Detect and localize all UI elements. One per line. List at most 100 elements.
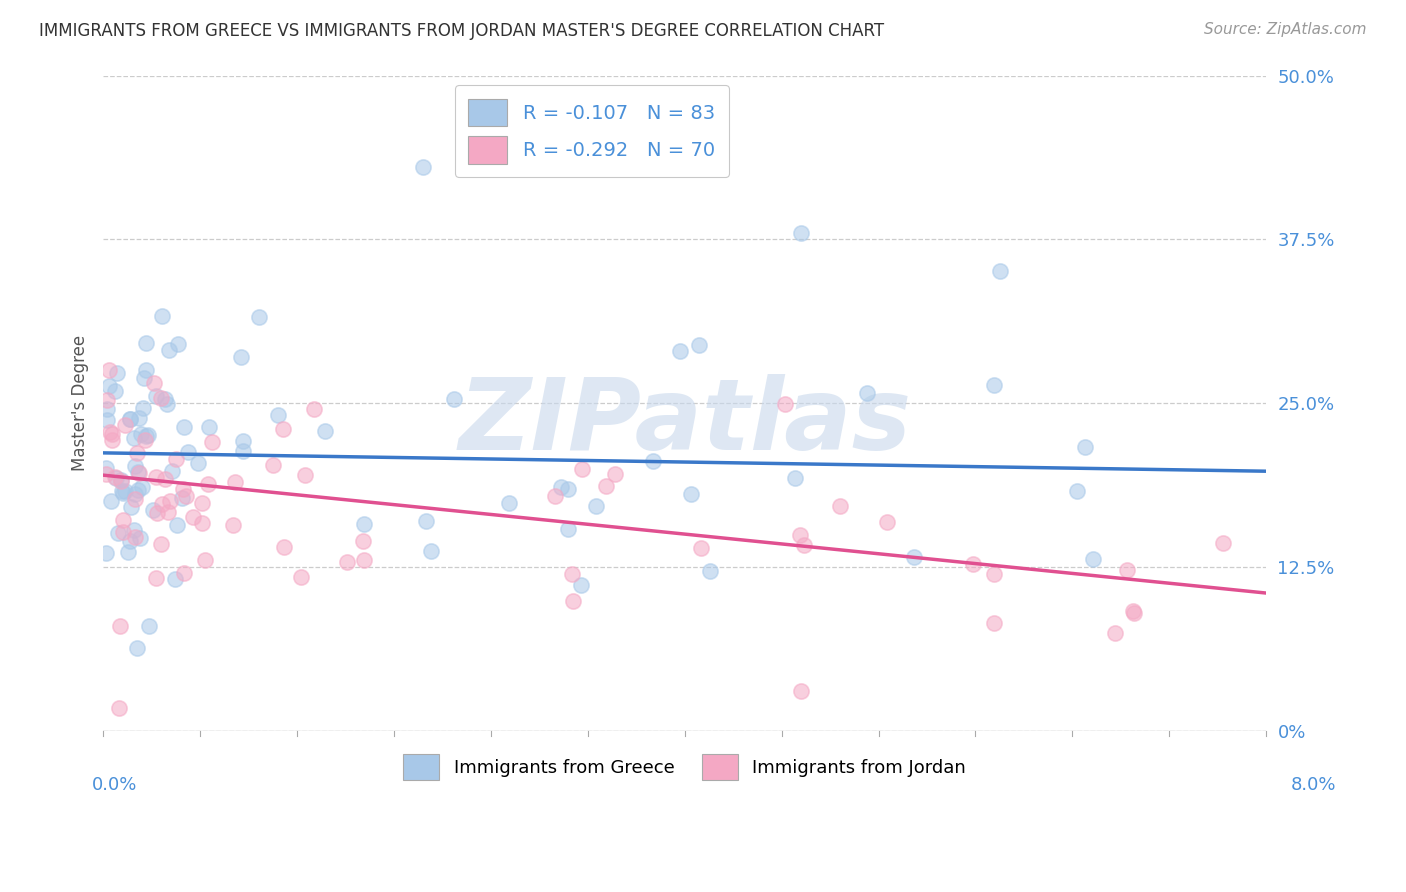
Text: ZIPatlas: ZIPatlas — [458, 375, 911, 471]
Point — [1081, 551, 1104, 566]
Point — [156, 397, 179, 411]
Point — [266, 408, 288, 422]
Y-axis label: Master's Degree: Master's Degree — [72, 335, 89, 471]
Point — [290, 570, 312, 584]
Point — [222, 518, 245, 533]
Point — [114, 417, 136, 432]
Point — [550, 480, 572, 494]
Point — [132, 401, 155, 415]
Point — [224, 475, 246, 490]
Point — [124, 492, 146, 507]
Point — [124, 487, 146, 501]
Point — [149, 391, 172, 405]
Point — [135, 363, 157, 377]
Point — [127, 483, 149, 497]
Point — [138, 619, 160, 633]
Point — [1074, 440, 1097, 454]
Text: 0.0%: 0.0% — [91, 777, 136, 795]
Point — [962, 557, 984, 571]
Point — [101, 427, 124, 442]
Point — [198, 420, 221, 434]
Point — [247, 310, 270, 325]
Point — [129, 426, 152, 441]
Point — [681, 486, 703, 500]
Point — [983, 616, 1005, 631]
Point — [585, 499, 607, 513]
Point — [1122, 606, 1144, 620]
Point — [194, 553, 217, 567]
Point — [135, 336, 157, 351]
Point — [557, 482, 579, 496]
Text: IMMIGRANTS FROM GREECE VS IMMIGRANTS FROM JORDAN MASTER'S DEGREE CORRELATION CHA: IMMIGRANTS FROM GREECE VS IMMIGRANTS FRO… — [39, 22, 884, 40]
Point — [142, 376, 165, 390]
Point — [181, 510, 204, 524]
Point — [569, 578, 592, 592]
Point — [1104, 626, 1126, 640]
Point — [97, 363, 120, 377]
Point — [191, 516, 214, 531]
Point — [314, 424, 336, 438]
Point — [793, 538, 815, 552]
Point — [988, 264, 1011, 278]
Point — [104, 384, 127, 398]
Point — [983, 378, 1005, 392]
Point — [197, 476, 219, 491]
Point — [353, 553, 375, 567]
Point — [150, 310, 173, 324]
Point — [828, 499, 851, 513]
Point — [177, 444, 200, 458]
Point — [229, 351, 252, 365]
Point — [336, 555, 359, 569]
Point — [101, 433, 124, 447]
Point — [232, 434, 254, 448]
Point — [789, 528, 811, 542]
Point — [145, 571, 167, 585]
Point — [122, 431, 145, 445]
Point — [105, 471, 128, 485]
Point — [1212, 535, 1234, 549]
Point — [773, 397, 796, 411]
Point — [176, 489, 198, 503]
Point — [595, 479, 617, 493]
Text: 8.0%: 8.0% — [1291, 777, 1336, 795]
Point — [498, 496, 520, 510]
Point — [187, 456, 209, 470]
Point — [262, 458, 284, 472]
Point — [111, 513, 134, 527]
Point — [120, 533, 142, 548]
Point — [124, 530, 146, 544]
Point — [191, 495, 214, 509]
Point — [118, 411, 141, 425]
Point — [111, 485, 134, 500]
Point — [172, 482, 194, 496]
Point — [155, 472, 177, 486]
Point — [163, 572, 186, 586]
Point — [120, 500, 142, 514]
Point — [145, 389, 167, 403]
Point — [544, 489, 567, 503]
Point — [302, 402, 325, 417]
Point — [273, 422, 295, 436]
Point — [201, 434, 224, 449]
Point — [94, 461, 117, 475]
Point — [96, 413, 118, 427]
Point — [107, 525, 129, 540]
Point — [108, 618, 131, 632]
Point — [699, 564, 721, 578]
Point — [94, 546, 117, 560]
Point — [131, 480, 153, 494]
Point — [159, 494, 181, 508]
Point — [128, 467, 150, 481]
Point — [150, 497, 173, 511]
Point — [668, 343, 690, 358]
Point — [412, 160, 434, 174]
Point — [105, 366, 128, 380]
Point — [785, 471, 807, 485]
Point — [142, 502, 165, 516]
Point — [790, 226, 813, 240]
Point — [419, 544, 441, 558]
Point — [557, 522, 579, 536]
Point — [108, 700, 131, 714]
Point — [173, 420, 195, 434]
Point — [157, 505, 180, 519]
